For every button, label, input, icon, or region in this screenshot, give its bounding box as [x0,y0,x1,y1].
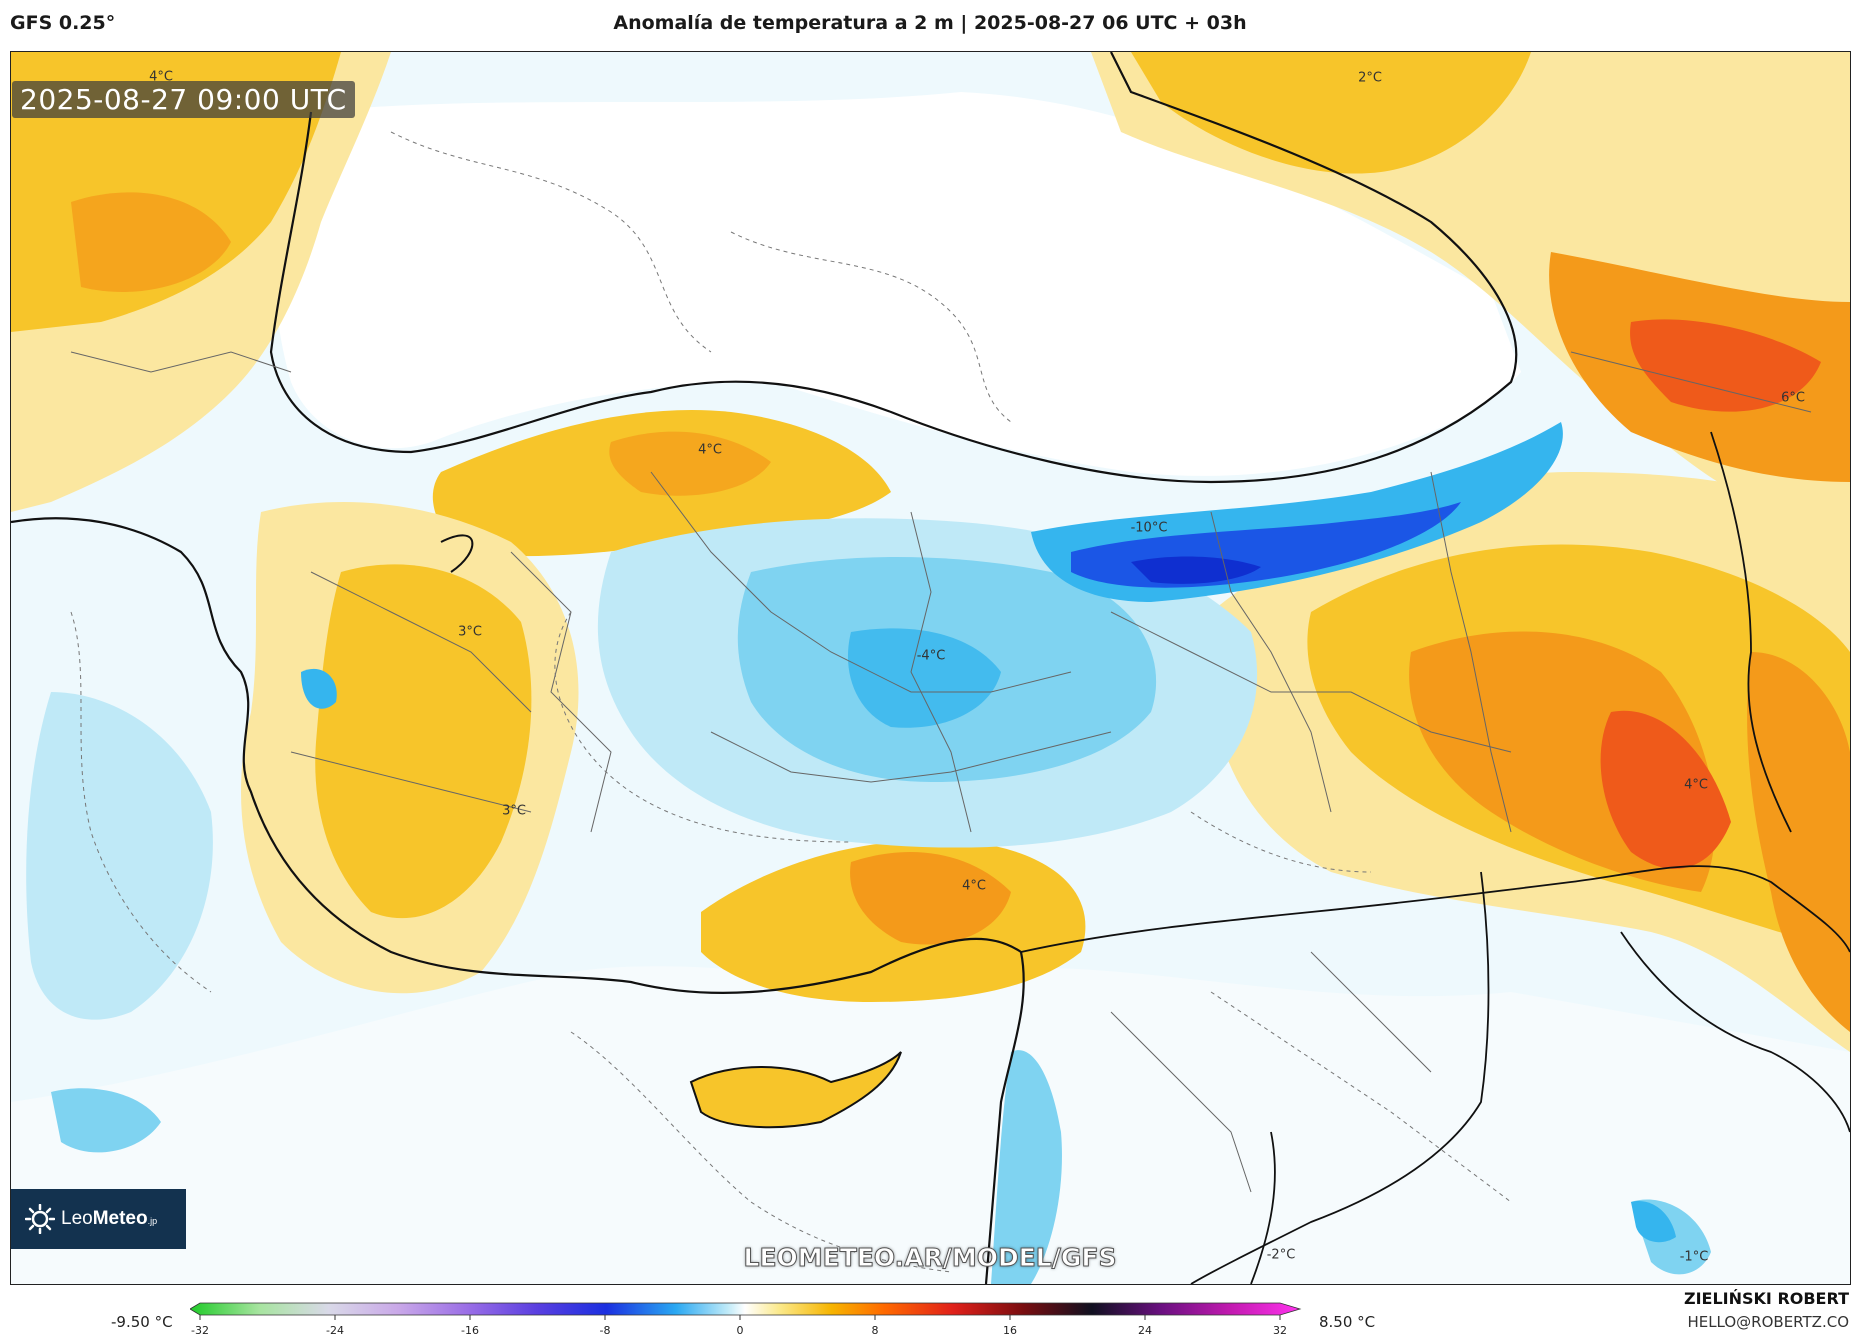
colorbar-tick-label: -24 [326,1324,344,1337]
author-email[interactable]: HELLO@ROBERTZ.CO [1687,1313,1849,1331]
map-canvas [11,52,1850,1284]
model-label: GFS 0.25° [10,12,116,34]
map-title: Anomalía de temperatura a 2 m | 2025-08-… [613,12,1247,34]
leometeo-logo[interactable]: LeoMeteo.jp [11,1189,186,1249]
contour-label: -4°C [916,648,946,664]
contour-label: -2°C [1266,1247,1296,1263]
logo-text: LeoMeteo.jp [61,1208,158,1229]
colorbar-tick-label: 0 [737,1324,744,1337]
colorbar-tick-label: -16 [461,1324,479,1337]
legend-min-label: -9.50 °C [111,1313,173,1331]
contour-label: 3°C [458,624,482,640]
watermark: LEOMETEO.AR/MODEL/GFS [743,1243,1117,1273]
anomaly-map[interactable]: 2°C 6°C 4°C -10°C 3°C -4°C 3°C 4°C 4°C -… [10,51,1851,1285]
author-name: ZIELIŃSKI ROBERT [1683,1289,1849,1308]
sun-icon [25,1204,55,1234]
contour-label: -1°C [1679,1249,1709,1265]
colorbar-tick-label: -32 [191,1324,209,1337]
valid-time-badge: 2025-08-27 09:00 UTC [12,81,355,118]
color-scale-bar: -32 -24 -16 -8 0 8 16 24 32 [190,1302,1302,1337]
contour-label: 6°C [1781,390,1805,406]
colorbar-tick-label: 24 [1138,1324,1152,1337]
contour-label: 4°C [1684,777,1708,793]
colorbar-tick-label: 8 [872,1324,879,1337]
contour-label: 3°C [502,803,526,819]
contour-label: 2°C [1358,70,1382,86]
colorbar-tick-label: -8 [600,1324,611,1337]
colorbar-tick-label: 32 [1273,1324,1287,1337]
contour-label: 4°C [149,69,173,85]
colorbar-tick-label: 16 [1003,1324,1017,1337]
contour-label: 4°C [698,442,722,458]
contour-label: 4°C [962,878,986,894]
contour-label: -10°C [1130,520,1168,536]
legend-max-label: 8.50 °C [1319,1313,1376,1331]
